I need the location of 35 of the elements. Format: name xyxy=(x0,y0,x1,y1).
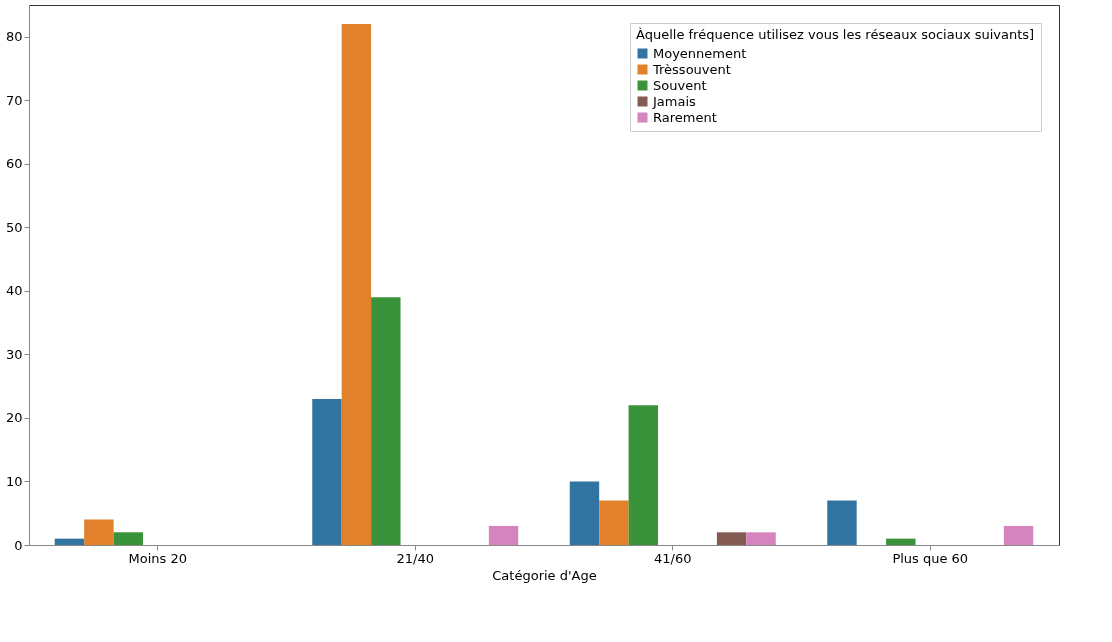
x-tick-label: 41/60 xyxy=(654,550,692,566)
x-tick-label: Moins 20 xyxy=(128,550,187,566)
legend-label: Trèssouvent xyxy=(652,61,731,77)
y-tick-label: 70 xyxy=(5,92,23,108)
bar xyxy=(628,405,659,545)
legend-label: Rarement xyxy=(653,109,717,125)
bar xyxy=(746,532,776,545)
bar xyxy=(827,500,857,545)
y-tick-label: 20 xyxy=(5,410,23,426)
y-tick-label: 60 xyxy=(5,156,23,172)
legend-title: Àquelle fréquence utilisez vous les réseaux sociaux suivants] xyxy=(636,27,1035,42)
legend-label: Moyennement xyxy=(653,45,747,61)
y-tick-label: 50 xyxy=(5,219,23,235)
y-tick-label: 0 xyxy=(14,537,23,553)
legend-label: Jamais xyxy=(652,93,697,109)
y-tick-label: 10 xyxy=(5,473,23,489)
bar xyxy=(84,519,114,545)
bar xyxy=(113,532,144,545)
bar xyxy=(341,24,372,545)
bar xyxy=(716,532,747,545)
bar xyxy=(599,500,629,545)
y-tick-label: 40 xyxy=(5,283,23,299)
bar xyxy=(569,481,600,545)
x-tick-label: Plus que 60 xyxy=(892,550,969,566)
bar xyxy=(371,297,401,545)
x-tick-label: 21/40 xyxy=(396,550,434,566)
y-tick-label: 30 xyxy=(5,346,23,362)
bar xyxy=(488,525,519,545)
x-axis-title: Catégorie d'Age xyxy=(492,567,597,583)
bar xyxy=(886,538,916,545)
y-tick-label: 80 xyxy=(5,29,23,45)
bar xyxy=(1003,525,1034,545)
bar xyxy=(312,398,342,545)
legend-label: Souvent xyxy=(653,77,707,93)
bar xyxy=(54,538,85,545)
